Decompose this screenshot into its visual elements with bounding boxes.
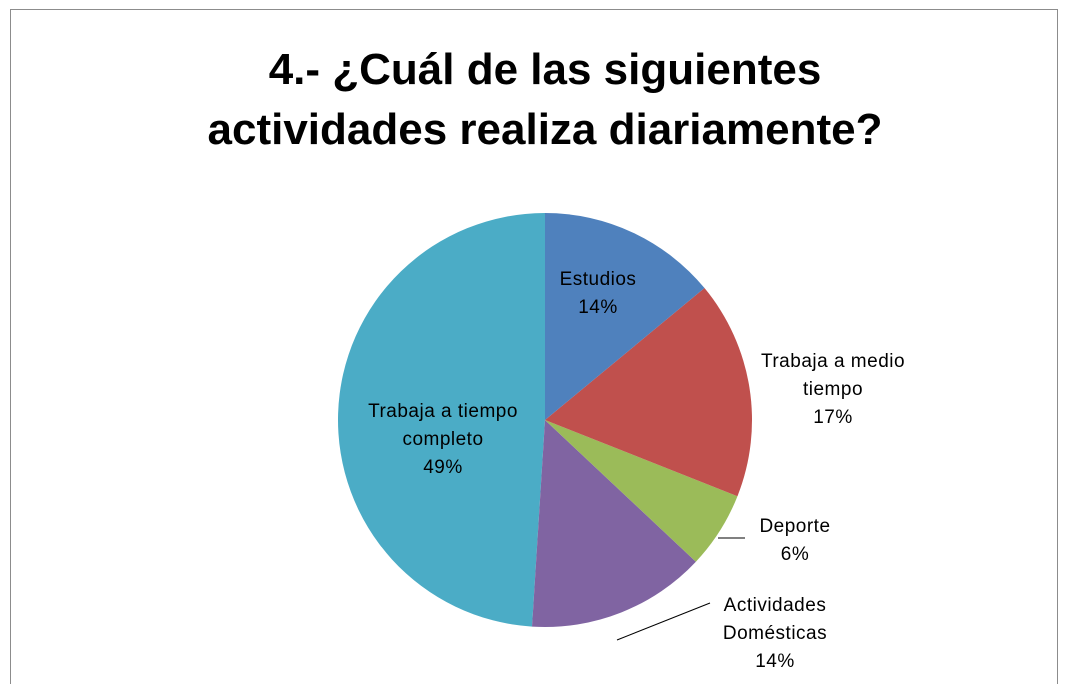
data-label: Actividades Domésticas 14% (695, 592, 855, 676)
category-label: Actividades Domésticas (722, 595, 828, 644)
leader-line (616, 602, 711, 641)
category-label: Trabaja a medio tiempo (760, 351, 906, 400)
pie-slice (545, 213, 705, 420)
pie-slice (545, 288, 752, 497)
value-label: 6% (780, 544, 810, 565)
category-label: Estudios (559, 269, 637, 290)
category-label: Trabaja a tiempo completo (368, 401, 518, 450)
pie-slice (337, 213, 545, 627)
pie-slice (532, 420, 696, 627)
data-label: Deporte 6% (735, 513, 855, 569)
data-label: Trabaja a tiempo completo 49% (338, 398, 548, 482)
value-label: 49% (423, 457, 463, 478)
data-label: Trabaja a medio tiempo 17% (733, 348, 933, 432)
category-label: Deporte (759, 516, 831, 537)
value-label: 17% (813, 407, 853, 428)
chart-title: 4.- ¿Cuál de las siguientes actividades … (207, 45, 883, 154)
pie-slice (545, 420, 738, 562)
chart-frame (10, 9, 1058, 684)
value-label: 14% (578, 297, 618, 318)
value-label: 14% (755, 651, 795, 672)
data-label: Estudios 14% (528, 266, 668, 322)
